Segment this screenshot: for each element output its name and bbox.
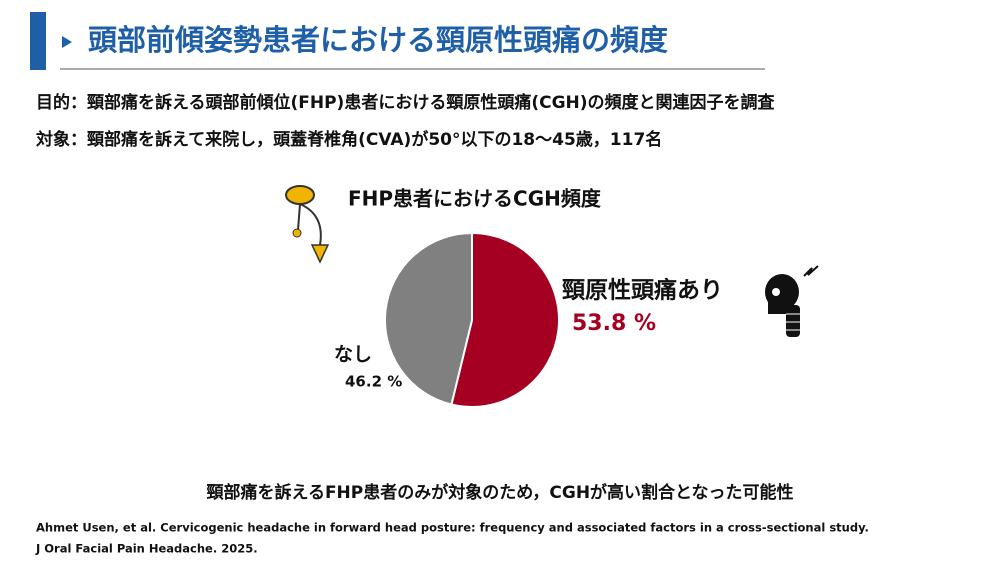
slice-label: 頸原性頭痛あり <box>562 277 723 304</box>
subjects: 対象：頸部痛を訴えて来院し，頭蓋脊椎角(CVA)が50°以下の18〜45歳，11… <box>35 129 662 150</box>
slice-value: 53.8 % <box>572 311 656 336</box>
conclusion: 頸部痛を訴えるFHP患者のみが対象のため，CGHが高い割合となった可能性 <box>206 482 793 503</box>
skull-icon <box>765 265 819 337</box>
chart-title: FHP患者におけるCGH頻度 <box>348 187 602 211</box>
pie-slice <box>450 231 560 408</box>
slide-title: 頭部前傾姿勢患者における頸原性頭痛の頻度 <box>88 23 668 57</box>
header-bar <box>30 12 46 70</box>
purpose: 目的：頸部痛を訴える頭部前傾位(FHP)患者における頸原性頭痛(CGH)の頻度と… <box>36 92 776 113</box>
pie: 頸原性頭痛あり 53.8 % なし 46.2 % <box>334 231 723 408</box>
pie-slice <box>384 231 473 406</box>
posture-icon <box>285 185 330 264</box>
header-arrow <box>62 36 72 48</box>
slice-label: なし <box>334 344 372 366</box>
citation-line: Ahmet Usen, et al. Cervicogenic headache… <box>36 521 869 535</box>
slice-value: 46.2 % <box>345 373 402 391</box>
citation-line: J Oral Facial Pain Headache. 2025. <box>35 542 258 556</box>
